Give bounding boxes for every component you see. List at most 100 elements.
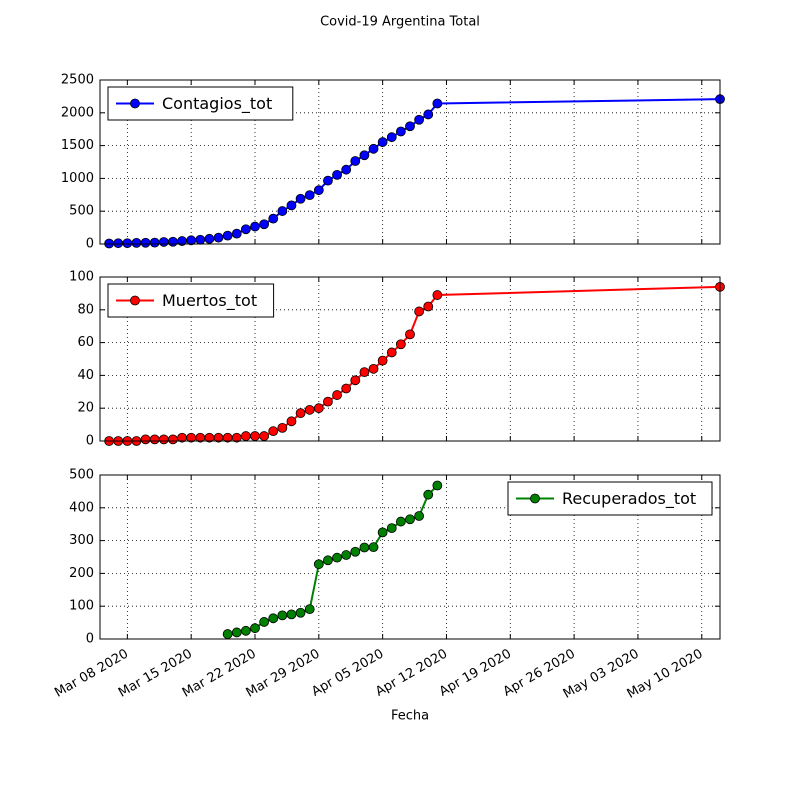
data-point [341, 164, 352, 175]
y-tick-label: 1000 [61, 171, 94, 186]
data-point [195, 234, 206, 245]
data-point [323, 175, 333, 186]
data-point [350, 156, 361, 166]
data-point [295, 408, 306, 419]
data-point [432, 480, 443, 491]
data-point [168, 236, 178, 247]
data-point [368, 143, 379, 154]
legend-marker [130, 98, 140, 109]
data-point [368, 363, 379, 374]
y-tick-label: 300 [69, 533, 94, 548]
data-point [304, 404, 315, 415]
data-point [250, 431, 260, 441]
y-tick-label: 500 [69, 204, 94, 219]
y-tick-label: 2500 [61, 73, 94, 88]
data-point [250, 623, 260, 634]
plot-layer [104, 281, 725, 446]
axes-frame [99, 276, 721, 442]
y-tick-label: 40 [77, 368, 94, 383]
data-point [149, 237, 160, 248]
data-point [222, 629, 233, 639]
data-point [386, 132, 397, 143]
axes-frame [99, 474, 721, 640]
x-axis-label: Fecha [391, 709, 429, 724]
data-point [405, 514, 415, 525]
data-point [231, 627, 242, 638]
data-point [323, 555, 333, 566]
data-point [414, 114, 425, 125]
y-tick-label: 1500 [61, 138, 94, 153]
data-point [104, 238, 115, 249]
y-tick-label: 100 [69, 599, 94, 614]
data-point [131, 237, 142, 248]
data-point [377, 355, 388, 366]
data-point [286, 200, 297, 211]
data-point [377, 137, 388, 147]
axes-frame [99, 79, 721, 245]
data-point [332, 552, 342, 563]
y-tick-label: 80 [77, 302, 94, 317]
data-point [295, 193, 306, 204]
data-point [350, 375, 361, 386]
data-point [359, 367, 370, 378]
legend-label: Muertos_tot [162, 291, 257, 311]
figure-title: Covid-19 Argentina Total [320, 15, 480, 30]
data-point [277, 610, 288, 621]
data-point [240, 224, 251, 235]
data-point [313, 185, 324, 196]
data-point [423, 301, 434, 312]
data-point [359, 150, 370, 161]
legend-marker [530, 493, 540, 504]
data-point [140, 237, 151, 248]
data-point [268, 613, 279, 624]
data-point [395, 339, 406, 350]
data-point [231, 228, 242, 239]
data-point [240, 431, 251, 441]
data-point [286, 609, 297, 620]
legend-label: Recuperados_tot [562, 489, 696, 509]
data-point [332, 390, 342, 400]
data-point [277, 206, 288, 216]
data-point [122, 238, 133, 249]
legend-label: Contagios_tot [162, 94, 272, 114]
data-point [140, 434, 151, 445]
plot-layer [222, 480, 443, 639]
data-point [405, 329, 415, 340]
y-tick-label: 0 [86, 632, 94, 647]
data-point [359, 542, 370, 553]
y-tick-label: 500 [69, 468, 94, 483]
data-point [213, 232, 224, 243]
data-point [414, 306, 425, 317]
data-point [350, 546, 361, 557]
data-point [268, 213, 279, 224]
data-point [386, 523, 397, 534]
data-point [186, 235, 197, 246]
data-point [341, 550, 352, 560]
data-point [368, 542, 379, 553]
data-point [395, 516, 406, 527]
data-point [286, 416, 297, 427]
data-point [304, 190, 315, 201]
data-point [158, 434, 169, 445]
y-tick-label: 60 [77, 335, 94, 350]
data-point [259, 219, 270, 230]
y-tick-label: 100 [69, 270, 94, 285]
data-point [323, 396, 333, 407]
data-point [313, 559, 324, 570]
y-tick-label: 200 [69, 566, 94, 581]
data-point [204, 233, 215, 244]
data-point [259, 617, 270, 627]
y-tick-label: 20 [77, 401, 94, 416]
data-point [277, 422, 288, 433]
data-point [432, 290, 443, 300]
data-point [386, 347, 397, 358]
data-point [405, 121, 415, 132]
data-point [268, 426, 279, 437]
data-point [222, 230, 233, 241]
data-point [395, 126, 406, 137]
data-point [414, 511, 425, 521]
data-point [149, 434, 160, 445]
data-point [423, 489, 434, 500]
data-point [332, 169, 342, 180]
